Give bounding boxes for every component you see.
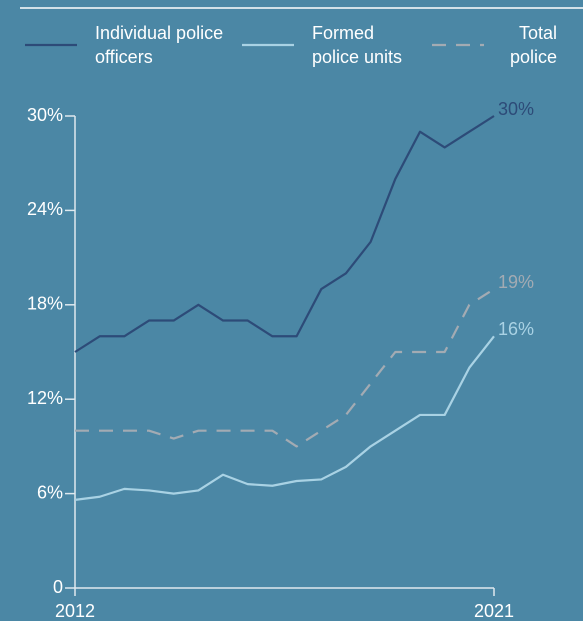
legend-label: Total police xyxy=(509,23,557,67)
y-tick-label: 12% xyxy=(27,388,63,408)
value-label: 30% xyxy=(498,99,534,119)
y-tick-label: 18% xyxy=(27,294,63,314)
series-line xyxy=(74,115,495,353)
value-label: 19% xyxy=(498,272,534,292)
x-tick-label: 2021 xyxy=(474,601,514,621)
value-label: 16% xyxy=(498,319,534,339)
legend-label: Formed police units xyxy=(312,23,403,67)
y-tick-label: 30% xyxy=(27,105,63,125)
series-line xyxy=(74,335,495,501)
x-tick-label: 2012 xyxy=(55,601,95,621)
y-tick-label: 0 xyxy=(53,577,63,597)
series-line xyxy=(75,288,495,448)
y-tick-label: 24% xyxy=(27,199,63,219)
y-tick-label: 6% xyxy=(37,482,63,502)
legend-label: Individual police officers xyxy=(95,23,224,67)
